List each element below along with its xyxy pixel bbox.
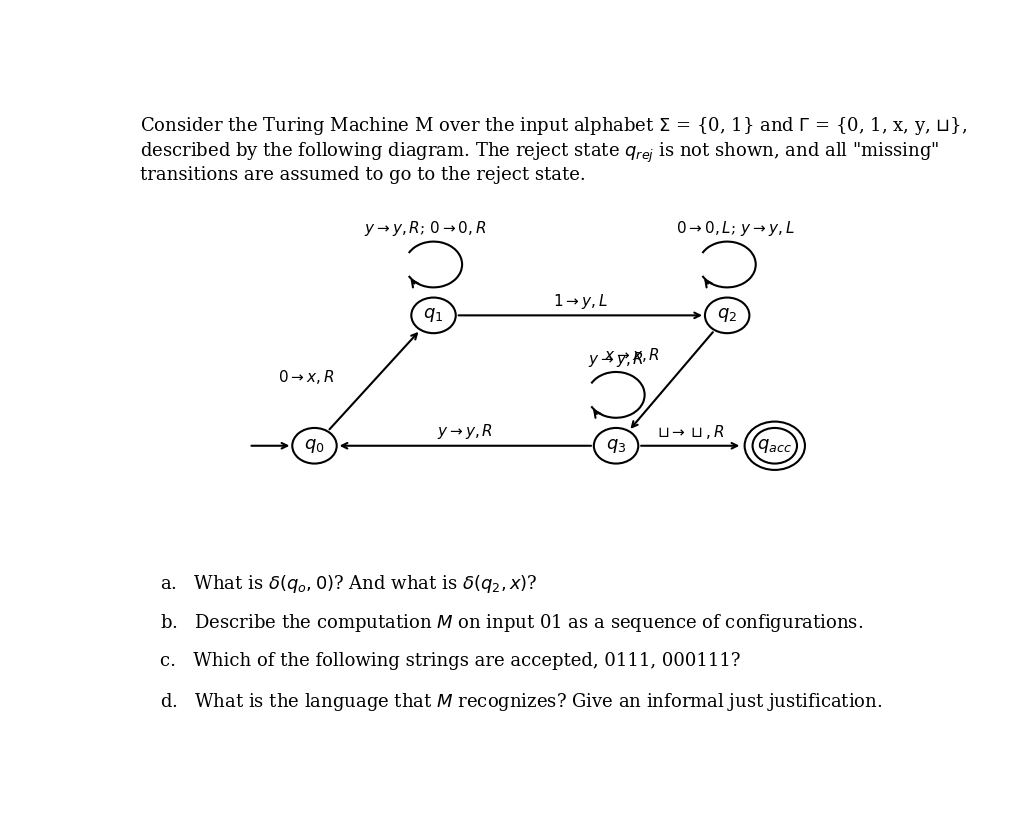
Text: transitions are assumed to go to the reject state.: transitions are assumed to go to the rej… — [140, 166, 586, 184]
Text: $\sqcup \to \sqcup, R$: $\sqcup \to \sqcup, R$ — [656, 423, 724, 441]
Text: $y \to y, R$: $y \to y, R$ — [588, 349, 644, 368]
Text: $1 \to y, L$: $1 \to y, L$ — [553, 292, 608, 311]
Circle shape — [412, 297, 456, 333]
Text: $q_2$: $q_2$ — [717, 306, 737, 325]
Text: $q_0$: $q_0$ — [304, 437, 325, 455]
Text: a.   What is $\delta(q_o, 0)$? And what is $\delta(q_2, x)$?: a. What is $\delta(q_o, 0)$? And what is… — [160, 573, 538, 595]
Text: Consider the Turing Machine M over the input alphabet $\Sigma$ = {0, 1} and $\Ga: Consider the Turing Machine M over the i… — [140, 115, 968, 137]
Text: d.   What is the language that $M$ recognizes? Give an informal just justificati: d. What is the language that $M$ recogni… — [160, 691, 883, 714]
Circle shape — [753, 428, 797, 463]
Text: $q_3$: $q_3$ — [606, 437, 627, 455]
Circle shape — [705, 297, 750, 333]
Text: $x \to x, R$: $x \to x, R$ — [604, 346, 660, 364]
Text: $0 \to 0, L$; $y \to y, L$: $0 \to 0, L$; $y \to y, L$ — [676, 220, 795, 239]
Text: $y \to y, R$: $y \to y, R$ — [437, 422, 494, 441]
Circle shape — [292, 428, 337, 463]
Text: described by the following diagram. The reject state $q_{rej}$ is not shown, and: described by the following diagram. The … — [140, 140, 939, 164]
Text: c.   Which of the following strings are accepted, 0111, 000111?: c. Which of the following strings are ac… — [160, 652, 740, 670]
Text: $q_{acc}$: $q_{acc}$ — [758, 437, 793, 455]
Text: $0 \to x, R$: $0 \to x, R$ — [279, 368, 335, 387]
Circle shape — [594, 428, 638, 463]
Text: b.   Describe the computation $M$ on input 01 as a sequence of configurations.: b. Describe the computation $M$ on input… — [160, 612, 863, 634]
Text: $y \to y, R$; $0 \to 0, R$: $y \to y, R$; $0 \to 0, R$ — [365, 220, 487, 239]
Text: $q_1$: $q_1$ — [423, 306, 443, 325]
